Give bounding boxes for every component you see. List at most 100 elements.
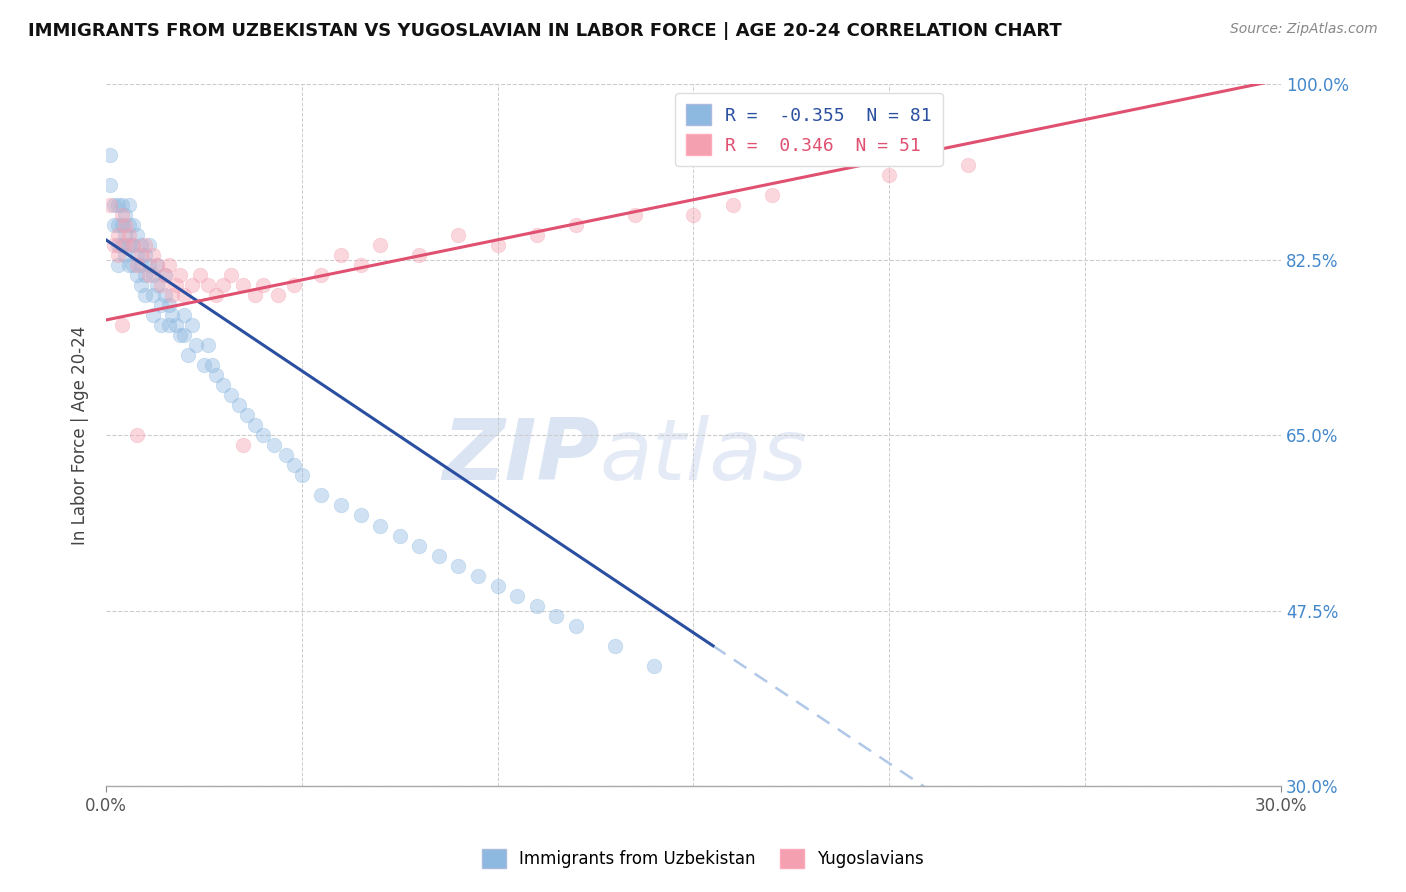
Y-axis label: In Labor Force | Age 20-24: In Labor Force | Age 20-24 [72, 326, 89, 545]
Point [181, 318, 204, 332]
Point [142, 268, 165, 282]
Point [188, 268, 211, 282]
Point [110, 208, 132, 222]
Point [162, 308, 184, 322]
Point [107, 198, 129, 212]
Point [506, 589, 529, 603]
Point [149, 277, 172, 292]
Point [118, 198, 141, 212]
Point [129, 248, 152, 262]
Point [107, 248, 129, 262]
Point [201, 358, 224, 372]
Point [122, 237, 145, 252]
Point [157, 258, 180, 272]
Point [142, 248, 165, 262]
Point [127, 268, 149, 282]
Point [682, 208, 704, 222]
Text: atlas: atlas [599, 415, 807, 498]
Text: ZIP: ZIP [441, 415, 599, 498]
Point [252, 428, 274, 442]
Point [197, 277, 219, 292]
Point [219, 388, 242, 402]
Point [114, 227, 136, 242]
Point [122, 218, 145, 232]
Point [877, 168, 900, 182]
Point [110, 237, 132, 252]
Point [252, 277, 274, 292]
Point [232, 438, 254, 452]
Point [114, 208, 136, 222]
Point [134, 237, 156, 252]
Point [388, 528, 411, 542]
Point [127, 428, 149, 442]
Point [565, 619, 588, 633]
Point [623, 208, 645, 222]
Point [110, 198, 132, 212]
Point [232, 277, 254, 292]
Point [193, 358, 215, 372]
Point [329, 499, 352, 513]
Legend: Immigrants from Uzbekistan, Yugoslavians: Immigrants from Uzbekistan, Yugoslavians [475, 842, 931, 875]
Point [146, 258, 169, 272]
Point [408, 248, 430, 262]
Point [114, 248, 136, 262]
Point [526, 227, 548, 242]
Point [721, 198, 744, 212]
Point [169, 328, 191, 343]
Point [127, 248, 149, 262]
Point [98, 178, 121, 192]
Point [311, 488, 333, 502]
Point [236, 409, 259, 423]
Point [173, 308, 195, 322]
Point [129, 237, 152, 252]
Point [761, 187, 783, 202]
Point [349, 508, 371, 523]
Point [368, 518, 391, 533]
Point [181, 277, 204, 292]
Point [212, 277, 235, 292]
Point [157, 298, 180, 312]
Point [447, 227, 470, 242]
Point [267, 288, 290, 302]
Point [134, 248, 156, 262]
Point [118, 218, 141, 232]
Text: Source: ZipAtlas.com: Source: ZipAtlas.com [1230, 22, 1378, 37]
Point [219, 268, 242, 282]
Point [204, 368, 226, 383]
Point [107, 258, 129, 272]
Point [283, 277, 305, 292]
Point [103, 198, 125, 212]
Point [546, 608, 568, 623]
Point [603, 639, 626, 653]
Point [243, 418, 266, 433]
Point [118, 227, 141, 242]
Point [157, 318, 180, 332]
Point [127, 258, 149, 272]
Point [110, 318, 132, 332]
Legend: R =  -0.355  N = 81, R =  0.346  N = 51: R = -0.355 N = 81, R = 0.346 N = 51 [675, 94, 943, 166]
Point [129, 277, 152, 292]
Point [153, 268, 176, 282]
Point [177, 348, 200, 362]
Point [149, 318, 172, 332]
Point [103, 237, 125, 252]
Point [169, 268, 191, 282]
Point [142, 308, 165, 322]
Text: IMMIGRANTS FROM UZBEKISTAN VS YUGOSLAVIAN IN LABOR FORCE | AGE 20-24 CORRELATION: IMMIGRANTS FROM UZBEKISTAN VS YUGOSLAVIA… [28, 22, 1062, 40]
Point [107, 218, 129, 232]
Point [349, 258, 371, 272]
Point [138, 237, 160, 252]
Point [291, 468, 314, 483]
Point [162, 288, 184, 302]
Point [228, 398, 250, 412]
Point [643, 658, 665, 673]
Point [467, 568, 489, 582]
Point [107, 237, 129, 252]
Point [243, 288, 266, 302]
Point [526, 599, 548, 613]
Point [408, 539, 430, 553]
Point [212, 378, 235, 392]
Point [486, 237, 509, 252]
Point [204, 288, 226, 302]
Point [149, 298, 172, 312]
